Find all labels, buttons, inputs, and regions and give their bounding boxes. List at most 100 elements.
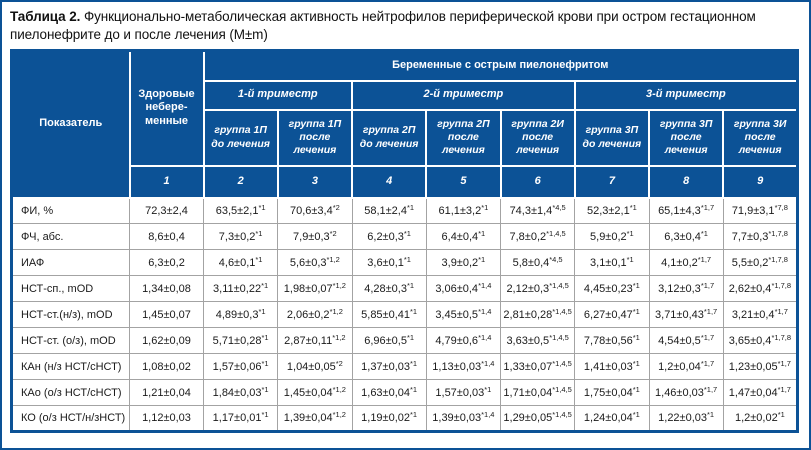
significance-mark: *1 — [255, 254, 263, 264]
row-label: НСТ-сп., mOD — [11, 275, 130, 302]
data-cell: 1,75±0,04*1 — [574, 379, 650, 406]
significance-mark: *4,5 — [549, 254, 563, 264]
data-cell: 6,96±0,5*1 — [351, 327, 427, 354]
column-number-5: 5 — [425, 164, 502, 199]
significance-mark: *1 — [403, 228, 411, 238]
data-cell: 2,87±0,11*1,2 — [277, 327, 353, 354]
significance-mark: *1,2 — [329, 306, 343, 316]
data-cell: 6,2±0,3*1 — [351, 223, 427, 250]
column-header-group-2p-after: группа 2П после лечения — [425, 108, 502, 167]
significance-mark: *1,4,5 — [552, 410, 572, 419]
data-cell: 6,27±0,47*1 — [574, 301, 650, 328]
column-number-7: 7 — [573, 164, 651, 199]
significance-mark: *1 — [261, 410, 269, 419]
significance-mark: *1 — [632, 280, 640, 290]
data-cell: 1,57±0,03*1 — [425, 379, 502, 406]
data-cell: 4,1±0,2*1,7 — [648, 249, 724, 276]
significance-mark: *1 — [261, 280, 269, 290]
data-cell: 1,19±0,02*1 — [351, 405, 427, 432]
significance-mark: *2 — [329, 228, 337, 238]
data-cell: 5,6±0,3*1,2 — [277, 249, 353, 276]
table-header: Показатель Здоровые небере- менные Берем… — [10, 49, 799, 199]
table-row: НСТ-ст.(н/з), mOD 1,45±0,07 4,89±0,3*1 2,06… — [11, 301, 799, 328]
significance-mark: *1 — [478, 254, 486, 264]
data-cell: 1,12±0,03 — [129, 405, 204, 432]
column-header-trimester-3: 3-й триместр — [573, 79, 799, 111]
data-cell: 2,62±0,4*1,7,8 — [722, 275, 799, 302]
significance-mark: *1,7 — [777, 358, 791, 368]
data-cell: 4,79±0,6*1,4 — [425, 327, 502, 354]
significance-mark: *1,2 — [332, 280, 346, 290]
significance-mark: *1 — [632, 384, 640, 394]
significance-mark: *1,2 — [332, 384, 346, 394]
significance-mark: *1 — [261, 358, 269, 368]
data-cell: 5,71±0,28*1 — [202, 327, 279, 354]
column-header-pregnant: Беременные с острым пиелонефритом — [202, 49, 799, 82]
significance-mark: *1 — [410, 358, 418, 368]
data-cell: 7,8±0,2*1,4,5 — [499, 223, 576, 250]
column-number-3: 3 — [276, 164, 354, 199]
significance-mark: *1,7,8 — [771, 280, 792, 290]
table-caption-number: Таблица 2. — [10, 9, 81, 24]
data-cell: 1,57±0,06*1 — [202, 353, 279, 380]
significance-mark: *1,4 — [481, 410, 495, 419]
data-cell: 8,6±0,4 — [129, 223, 204, 250]
significance-mark: *1,4 — [478, 306, 492, 316]
column-number-8: 8 — [647, 164, 725, 199]
data-cell: 1,21±0,04 — [129, 379, 204, 406]
significance-mark: *1 — [261, 332, 269, 342]
data-cell: 3,9±0,2*1 — [425, 249, 502, 276]
data-cell: 61,1±3,2*1 — [425, 197, 502, 224]
significance-mark: *1,7 — [700, 358, 715, 368]
data-cell: 5,85±0,41*1 — [351, 301, 427, 328]
column-number-1: 1 — [128, 164, 205, 199]
data-cell: 5,9±0,2*1 — [574, 223, 650, 250]
significance-mark: *1 — [258, 306, 266, 316]
significance-mark: *1 — [255, 228, 263, 238]
column-header-group-1p-before: группа 1П до лечения — [202, 108, 279, 167]
significance-mark: *1,4,5 — [549, 280, 569, 290]
column-number-9: 9 — [722, 164, 799, 199]
data-cell: 1,13±0,03*1,4 — [425, 353, 502, 380]
data-cell: 1,29±0,05*1,4,5 — [499, 405, 576, 432]
significance-mark: *1,2 — [332, 410, 346, 419]
data-cell: 1,39±0,03*1,4 — [425, 405, 502, 432]
column-header-group-3p-after: группа 3П после лечения — [647, 108, 725, 167]
data-cell: 1,2±0,02*1 — [722, 405, 799, 432]
significance-mark: *1,7,8 — [771, 332, 792, 342]
data-cell: 2,06±0,2*1,2 — [277, 301, 353, 328]
significance-mark: *1 — [410, 384, 418, 394]
data-cell: 3,12±0,3*1,7 — [648, 275, 724, 302]
data-cell: 2,81±0,28*1,4,5 — [499, 301, 576, 328]
significance-mark: *1 — [632, 332, 640, 342]
data-cell: 1,98±0,07*1,2 — [277, 275, 353, 302]
row-label: КАо (о/з НСТ/сНСТ) — [11, 379, 130, 406]
row-label: ИАФ — [11, 249, 130, 276]
data-cell: 63,5±2,1*1 — [202, 197, 279, 224]
significance-mark: *1,7 — [703, 306, 718, 316]
significance-mark: *4,5 — [552, 202, 566, 212]
data-cell: 5,8±0,4*4,5 — [499, 249, 576, 276]
row-label: ФИ, % — [11, 197, 130, 224]
data-cell: 3,1±0,1*1 — [574, 249, 650, 276]
data-cell: 4,6±0,1*1 — [202, 249, 279, 276]
column-header-group-2i-after: группа 2И после лечения — [499, 108, 576, 167]
data-cell: 3,6±0,1*1 — [351, 249, 427, 276]
column-header-group-2p-before: группа 2П до лечения — [350, 108, 428, 167]
significance-mark: *1 — [484, 384, 492, 394]
data-cell: 1,23±0,05*1,7 — [722, 353, 799, 380]
data-cell: 3,45±0,5*1,4 — [425, 301, 502, 328]
data-cell: 6,3±0,2 — [129, 249, 204, 276]
significance-mark: *1,7,8 — [768, 228, 788, 238]
significance-mark: *1 — [406, 202, 415, 212]
column-number-4: 4 — [350, 164, 428, 199]
row-label: КО (о/з НСТ/н/зНСТ) — [11, 405, 130, 432]
data-cell: 7,78±0,56*1 — [574, 327, 650, 354]
data-cell: 1,47±0,04*1,7 — [722, 379, 799, 406]
significance-mark: *2 — [335, 358, 343, 368]
table-row: ФЧ, абс. 8,6±0,4 7,3±0,2*1 7,9±0,3*2 6,2±0,3… — [11, 223, 799, 250]
table-caption-text: Функционально-метаболическая активность … — [10, 9, 756, 42]
significance-mark: *1,7,8 — [768, 254, 788, 264]
data-cell: 6,3±0,4*1 — [648, 223, 724, 250]
